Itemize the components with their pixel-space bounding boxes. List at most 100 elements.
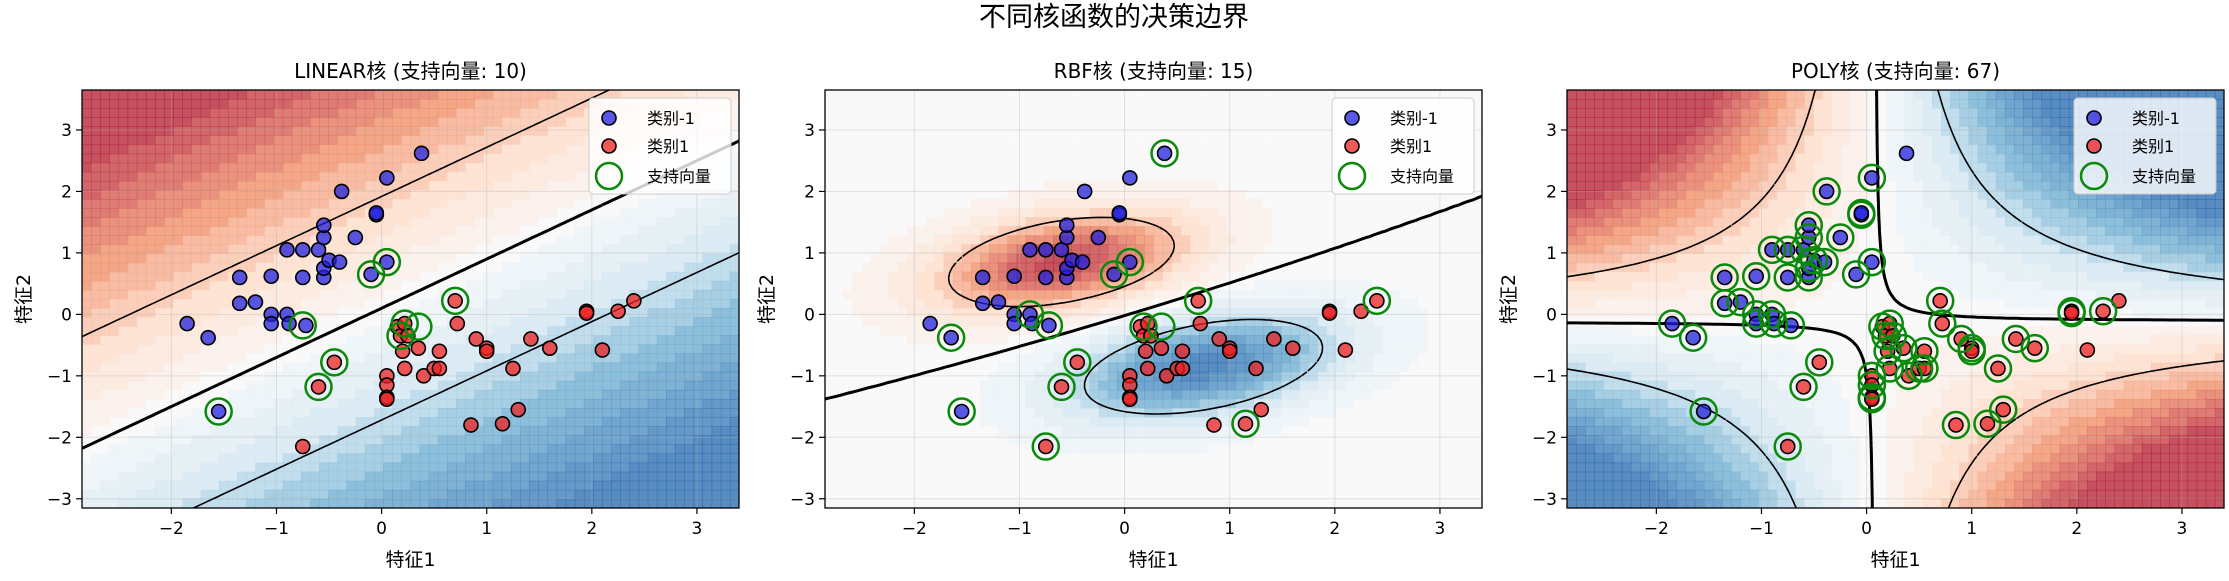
point-class-pos: [327, 355, 341, 369]
y-tick-label: 1: [1546, 244, 1557, 264]
point-class-pos: [2028, 341, 2042, 355]
point-class-neg: [299, 318, 313, 332]
point-class-pos: [1191, 294, 1205, 308]
point-class-pos: [543, 341, 557, 355]
point-class-neg: [1854, 206, 1868, 220]
point-class-neg: [1039, 270, 1053, 284]
y-tick-label: 1: [61, 244, 72, 264]
point-class-neg: [1060, 218, 1074, 232]
point-class-pos: [1238, 417, 1252, 431]
point-class-pos: [1949, 418, 1963, 432]
point-class-neg: [1697, 404, 1711, 418]
point-class-pos: [1039, 440, 1053, 454]
axes-title: POLY核 (支持向量: 67): [1791, 59, 2000, 83]
point-class-pos: [448, 294, 462, 308]
point-class-pos: [2065, 306, 2079, 320]
point-class-neg: [955, 404, 969, 418]
point-class-neg: [1820, 184, 1834, 198]
point-class-pos: [1055, 380, 1069, 394]
point-class-pos: [1207, 418, 1221, 432]
point-class-neg: [1076, 255, 1090, 269]
figure-title: 不同核函数的决策边界: [979, 2, 1249, 33]
point-class-neg: [1091, 231, 1105, 245]
x-tick-label: 3: [2177, 519, 2188, 539]
point-class-pos: [1370, 294, 1384, 308]
point-class-pos: [432, 361, 446, 375]
point-class-pos: [2096, 304, 2110, 318]
point-class-neg: [335, 184, 349, 198]
point-class-neg: [1123, 171, 1137, 185]
point-class-pos: [464, 418, 478, 432]
point-class-neg: [1078, 184, 1092, 198]
point-class-neg: [1718, 270, 1732, 284]
point-class-pos: [611, 304, 625, 318]
x-tick-label: 1: [1966, 519, 1977, 539]
point-class-pos: [398, 361, 412, 375]
x-tick-label: 0: [1861, 519, 1872, 539]
point-class-neg: [1865, 171, 1879, 185]
point-class-pos: [506, 361, 520, 375]
point-class-pos: [1323, 306, 1337, 320]
x-tick-label: −1: [264, 519, 289, 539]
point-class-pos: [450, 317, 464, 331]
point-class-neg: [923, 317, 937, 331]
y-tick-label: 0: [804, 305, 815, 325]
point-class-neg: [1112, 206, 1126, 220]
point-class-neg: [296, 243, 310, 257]
point-class-pos: [495, 417, 509, 431]
x-tick-label: 2: [586, 519, 597, 539]
y-tick-label: 3: [61, 121, 72, 141]
point-class-neg: [1007, 269, 1021, 283]
y-tick-label: −3: [790, 490, 815, 510]
point-class-pos: [1781, 440, 1795, 454]
point-class-neg: [201, 331, 215, 345]
point-class-pos: [1933, 294, 1947, 308]
point-class-pos: [1812, 355, 1826, 369]
y-tick-label: −1: [790, 367, 815, 387]
point-class-neg: [180, 317, 194, 331]
axes-title: RBF核 (支持向量: 15): [1054, 59, 1254, 83]
y-tick-label: 0: [1546, 305, 1557, 325]
y-tick-label: −2: [1532, 428, 1557, 448]
y-tick-label: 2: [61, 182, 72, 202]
point-class-pos: [411, 341, 425, 355]
point-class-neg: [1900, 146, 1914, 160]
y-tick-label: 3: [1546, 121, 1557, 141]
point-class-neg: [333, 255, 347, 269]
point-class-neg: [369, 206, 383, 220]
point-class-pos: [1223, 344, 1237, 358]
legend-label: 类别1: [1390, 137, 1432, 156]
y-tick-label: −2: [790, 428, 815, 448]
point-class-pos: [1154, 341, 1168, 355]
legend-marker-class-neg: [1345, 111, 1359, 125]
point-class-neg: [1042, 318, 1056, 332]
point-class-pos: [511, 403, 525, 417]
point-class-neg: [317, 218, 331, 232]
x-tick-label: 3: [692, 519, 703, 539]
y-axis-label: 特征2: [13, 274, 35, 324]
point-class-neg: [296, 270, 310, 284]
point-class-pos: [1996, 403, 2010, 417]
x-axis-label: 特征1: [1870, 549, 1920, 571]
point-class-pos: [1175, 361, 1189, 375]
y-tick-label: −1: [47, 367, 72, 387]
point-class-pos: [1139, 344, 1153, 358]
point-class-neg: [944, 331, 958, 345]
point-class-pos: [2009, 332, 2023, 346]
point-class-neg: [233, 270, 247, 284]
point-class-neg: [976, 296, 990, 310]
point-class-neg: [280, 243, 294, 257]
point-class-pos: [524, 332, 538, 346]
x-tick-label: 0: [1119, 519, 1130, 539]
legend-marker-class-pos: [2087, 139, 2101, 153]
point-class-pos: [1991, 361, 2005, 375]
point-class-neg: [212, 404, 226, 418]
point-class-neg: [264, 317, 278, 331]
point-class-neg: [1833, 231, 1847, 245]
point-class-neg: [1039, 243, 1053, 257]
